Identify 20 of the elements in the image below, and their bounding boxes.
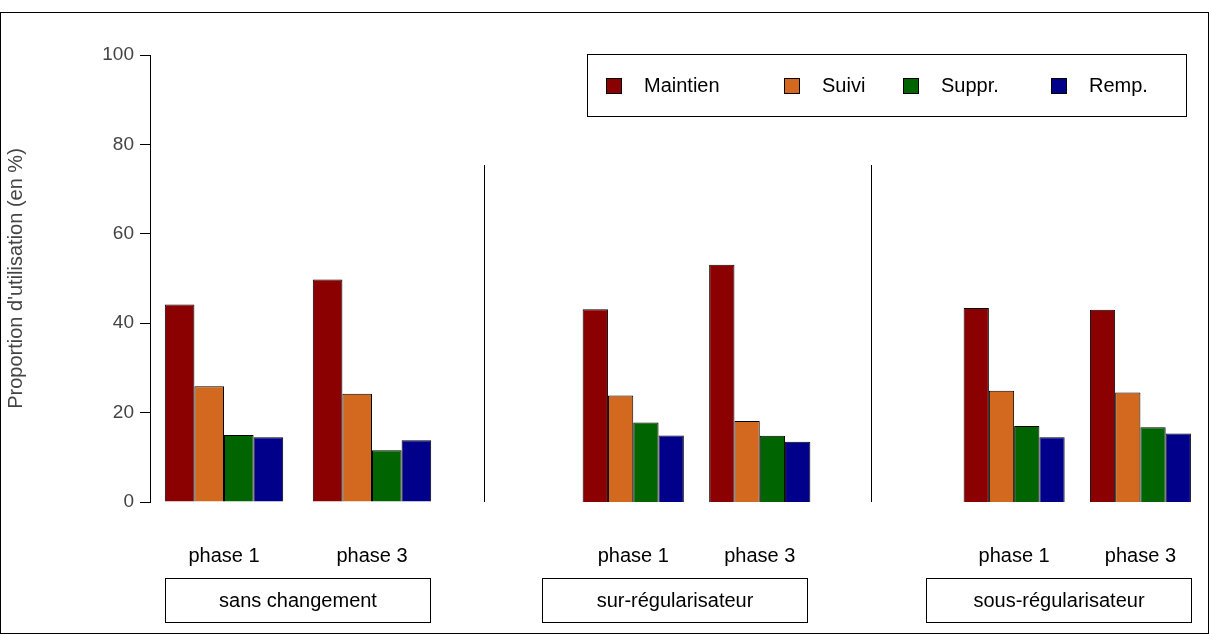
x-tick-label: phase 3: [724, 543, 796, 566]
legend-label: Suivi: [822, 74, 866, 97]
y-tick-label: 40: [112, 311, 134, 333]
y-tick-label: 0: [123, 490, 134, 512]
y-axis-title: Proportion d'utilisation (en %): [3, 148, 26, 409]
x-tick-label: phase 1: [597, 543, 669, 566]
y-tick-label: 60: [112, 222, 134, 244]
x-axis-title: sous-régularisateur: [926, 578, 1192, 623]
x-axis-title: sur-régularisateur: [542, 578, 808, 623]
legend-label: Maintien: [644, 74, 720, 97]
y-tick-label: 100: [102, 43, 134, 65]
x-tick-label: phase 3: [1104, 543, 1176, 566]
legend-label: Remp.: [1089, 74, 1148, 97]
x-tick-label: phase 3: [336, 543, 408, 566]
x-tick-label: phase 1: [188, 543, 260, 566]
y-tick-label: 20: [112, 400, 134, 422]
legend-label: Suppr.: [941, 74, 999, 97]
y-tick-label: 80: [112, 132, 134, 154]
x-tick-label: phase 1: [978, 543, 1050, 566]
x-axis-title: sans changement: [165, 578, 431, 623]
